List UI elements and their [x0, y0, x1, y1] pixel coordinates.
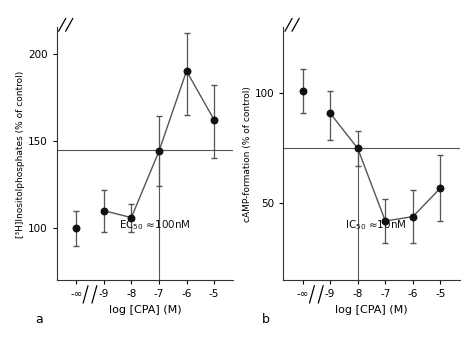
- Text: IC$_{50}$ ≈10nM: IC$_{50}$ ≈10nM: [345, 218, 407, 232]
- Point: [354, 146, 362, 151]
- Point: [326, 110, 334, 116]
- Point: [100, 208, 108, 213]
- Point: [155, 148, 163, 154]
- Point: [73, 225, 80, 231]
- Point: [409, 214, 417, 219]
- Point: [437, 185, 444, 191]
- Point: [299, 89, 306, 94]
- X-axis label: log [CPA] (M): log [CPA] (M): [335, 305, 408, 315]
- Y-axis label: cAMP-formation (% of control): cAMP-formation (% of control): [243, 86, 252, 222]
- X-axis label: log [CPA] (M): log [CPA] (M): [109, 305, 182, 315]
- Point: [382, 218, 389, 224]
- Text: b: b: [262, 313, 270, 326]
- Text: a: a: [36, 313, 44, 326]
- Point: [183, 68, 191, 74]
- Text: EC$_{50}$ ≈100nM: EC$_{50}$ ≈100nM: [118, 218, 191, 232]
- Point: [128, 215, 135, 220]
- Point: [210, 117, 218, 122]
- Y-axis label: [³H]Inositolphosphates (% of control): [³H]Inositolphosphates (% of control): [16, 70, 25, 238]
